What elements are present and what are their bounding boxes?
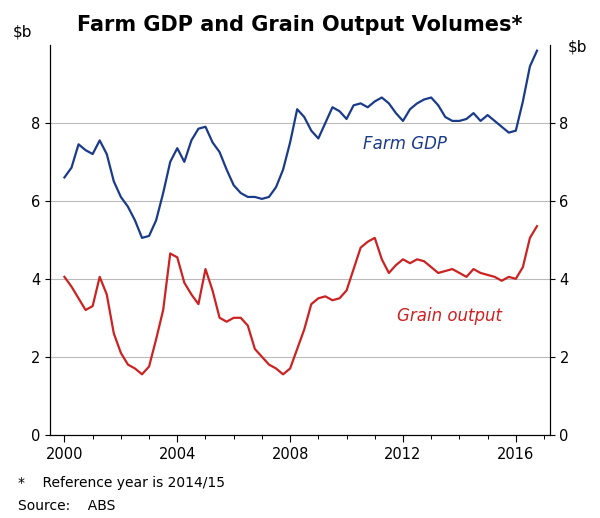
Text: Farm GDP: Farm GDP	[364, 135, 448, 153]
Text: Source:    ABS: Source: ABS	[18, 499, 115, 513]
Y-axis label: $b: $b	[568, 39, 587, 54]
Text: Grain output: Grain output	[397, 307, 502, 325]
Text: *    Reference year is 2014/15: * Reference year is 2014/15	[18, 476, 225, 490]
Title: Farm GDP and Grain Output Volumes*: Farm GDP and Grain Output Volumes*	[77, 15, 523, 35]
Y-axis label: $b: $b	[13, 24, 32, 39]
